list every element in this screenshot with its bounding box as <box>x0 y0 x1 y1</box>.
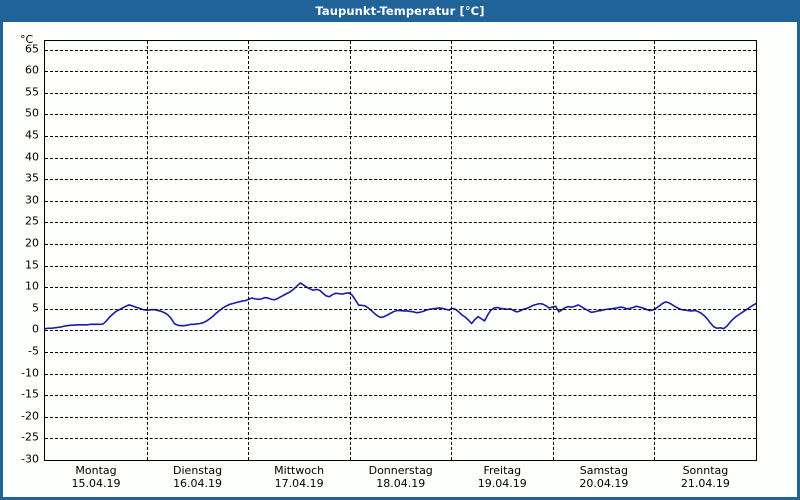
gridline-horizontal <box>45 352 756 353</box>
y-axis-tick-label: 60 <box>25 63 39 77</box>
y-axis-tick-labels: 65 60 55 50 45 40 35 30 25 20 15 10 5 0 -5 -10 -15 -20 -25… <box>3 22 44 497</box>
y-axis-tick-label: 40 <box>25 150 39 164</box>
gridline-horizontal <box>45 157 756 159</box>
gridline-horizontal <box>45 92 756 94</box>
gridline-horizontal <box>45 136 756 138</box>
x-axis-day-label: Sonntag 21.04.19 <box>654 464 756 490</box>
y-axis-tick-label: 45 <box>25 128 39 142</box>
y-axis-tick-label: -10 <box>21 366 39 380</box>
gridline-horizontal <box>45 71 756 73</box>
y-axis-tick-label: 20 <box>25 236 39 250</box>
x-axis-day-label: Mittwoch 17.04.19 <box>248 464 350 490</box>
x-axis-day-label: Samstag 20.04.19 <box>553 464 655 490</box>
y-axis-tick-label: 5 <box>32 301 39 315</box>
x-axis-day-name: Donnerstag <box>368 464 433 477</box>
y-axis-tick-label: 15 <box>25 258 39 272</box>
gridline-vertical <box>349 41 351 460</box>
y-axis-tick-label: 55 <box>25 85 39 99</box>
x-axis-day-label: Freitag 19.04.19 <box>451 464 553 490</box>
data-series-line <box>45 282 756 330</box>
gridline-horizontal <box>45 114 756 116</box>
gridline-horizontal <box>45 416 756 418</box>
x-axis-day-label: Dienstag 16.04.19 <box>147 464 249 490</box>
y-axis-tick-label: 30 <box>25 193 39 207</box>
y-axis-tick-label: -25 <box>21 430 39 444</box>
x-axis-day-label: Donnerstag 18.04.19 <box>350 464 452 490</box>
series-polyline <box>45 282 756 330</box>
x-axis-day-name: Mittwoch <box>274 464 325 477</box>
x-axis-day-name: Montag <box>75 464 117 477</box>
x-axis-date: 17.04.19 <box>274 477 324 490</box>
gridline-horizontal <box>45 395 756 397</box>
x-axis-date: 21.04.19 <box>680 477 730 490</box>
y-axis-tick-label: -20 <box>21 409 39 423</box>
x-axis-date: 18.04.19 <box>376 477 426 490</box>
gridline-horizontal <box>45 330 756 332</box>
gridline-horizontal <box>45 49 756 51</box>
x-axis-date: 20.04.19 <box>579 477 629 490</box>
gridline-horizontal <box>45 438 756 440</box>
page-title: Taupunkt-Temperatur [°C] <box>315 4 485 18</box>
x-axis-date: 19.04.19 <box>477 477 527 490</box>
gridline-vertical <box>654 41 656 460</box>
x-axis-date: 15.04.19 <box>71 477 121 490</box>
gridline-vertical <box>248 41 250 460</box>
gridline-horizontal <box>45 287 756 289</box>
y-axis-title: °C <box>20 33 34 46</box>
x-axis-day-name: Freitag <box>483 464 522 477</box>
y-axis-tick-label: -5 <box>28 344 39 358</box>
gridline-horizontal <box>45 222 756 224</box>
y-axis-tick-label: 25 <box>25 214 39 228</box>
gridline-horizontal <box>45 244 756 246</box>
x-axis-day-name: Dienstag <box>173 464 223 477</box>
gridline-horizontal <box>45 308 756 310</box>
y-axis-tick-label: -15 <box>21 387 39 401</box>
x-axis-day-label: Montag 15.04.19 <box>45 464 147 490</box>
x-axis-date: 16.04.19 <box>173 477 223 490</box>
gridline-horizontal <box>45 200 756 202</box>
y-axis-tick-label: 0 <box>32 322 39 336</box>
y-axis-tick-label: -30 <box>21 452 39 466</box>
y-axis-tick-label: 35 <box>25 171 39 185</box>
chart-canvas: °C 65 60 55 50 45 40 35 30 25 20 15 10 5 0 -5 -10 -15 -20… <box>3 22 797 497</box>
gridline-vertical <box>451 41 453 460</box>
y-axis-tick-label: 10 <box>25 279 39 293</box>
gridline-vertical <box>552 41 554 460</box>
gridline-horizontal <box>45 179 756 181</box>
gridline-horizontal <box>45 373 756 375</box>
y-axis-tick-label: 50 <box>25 106 39 120</box>
window-title-bar: Taupunkt-Temperatur [°C] <box>0 0 800 22</box>
gridline-vertical <box>146 41 148 460</box>
x-axis-day-name: Sonntag <box>682 464 729 477</box>
x-axis-day-name: Samstag <box>579 464 628 477</box>
plot-area <box>44 40 757 461</box>
gridline-horizontal <box>45 265 756 267</box>
y-axis-tick-label: 65 <box>25 42 39 56</box>
